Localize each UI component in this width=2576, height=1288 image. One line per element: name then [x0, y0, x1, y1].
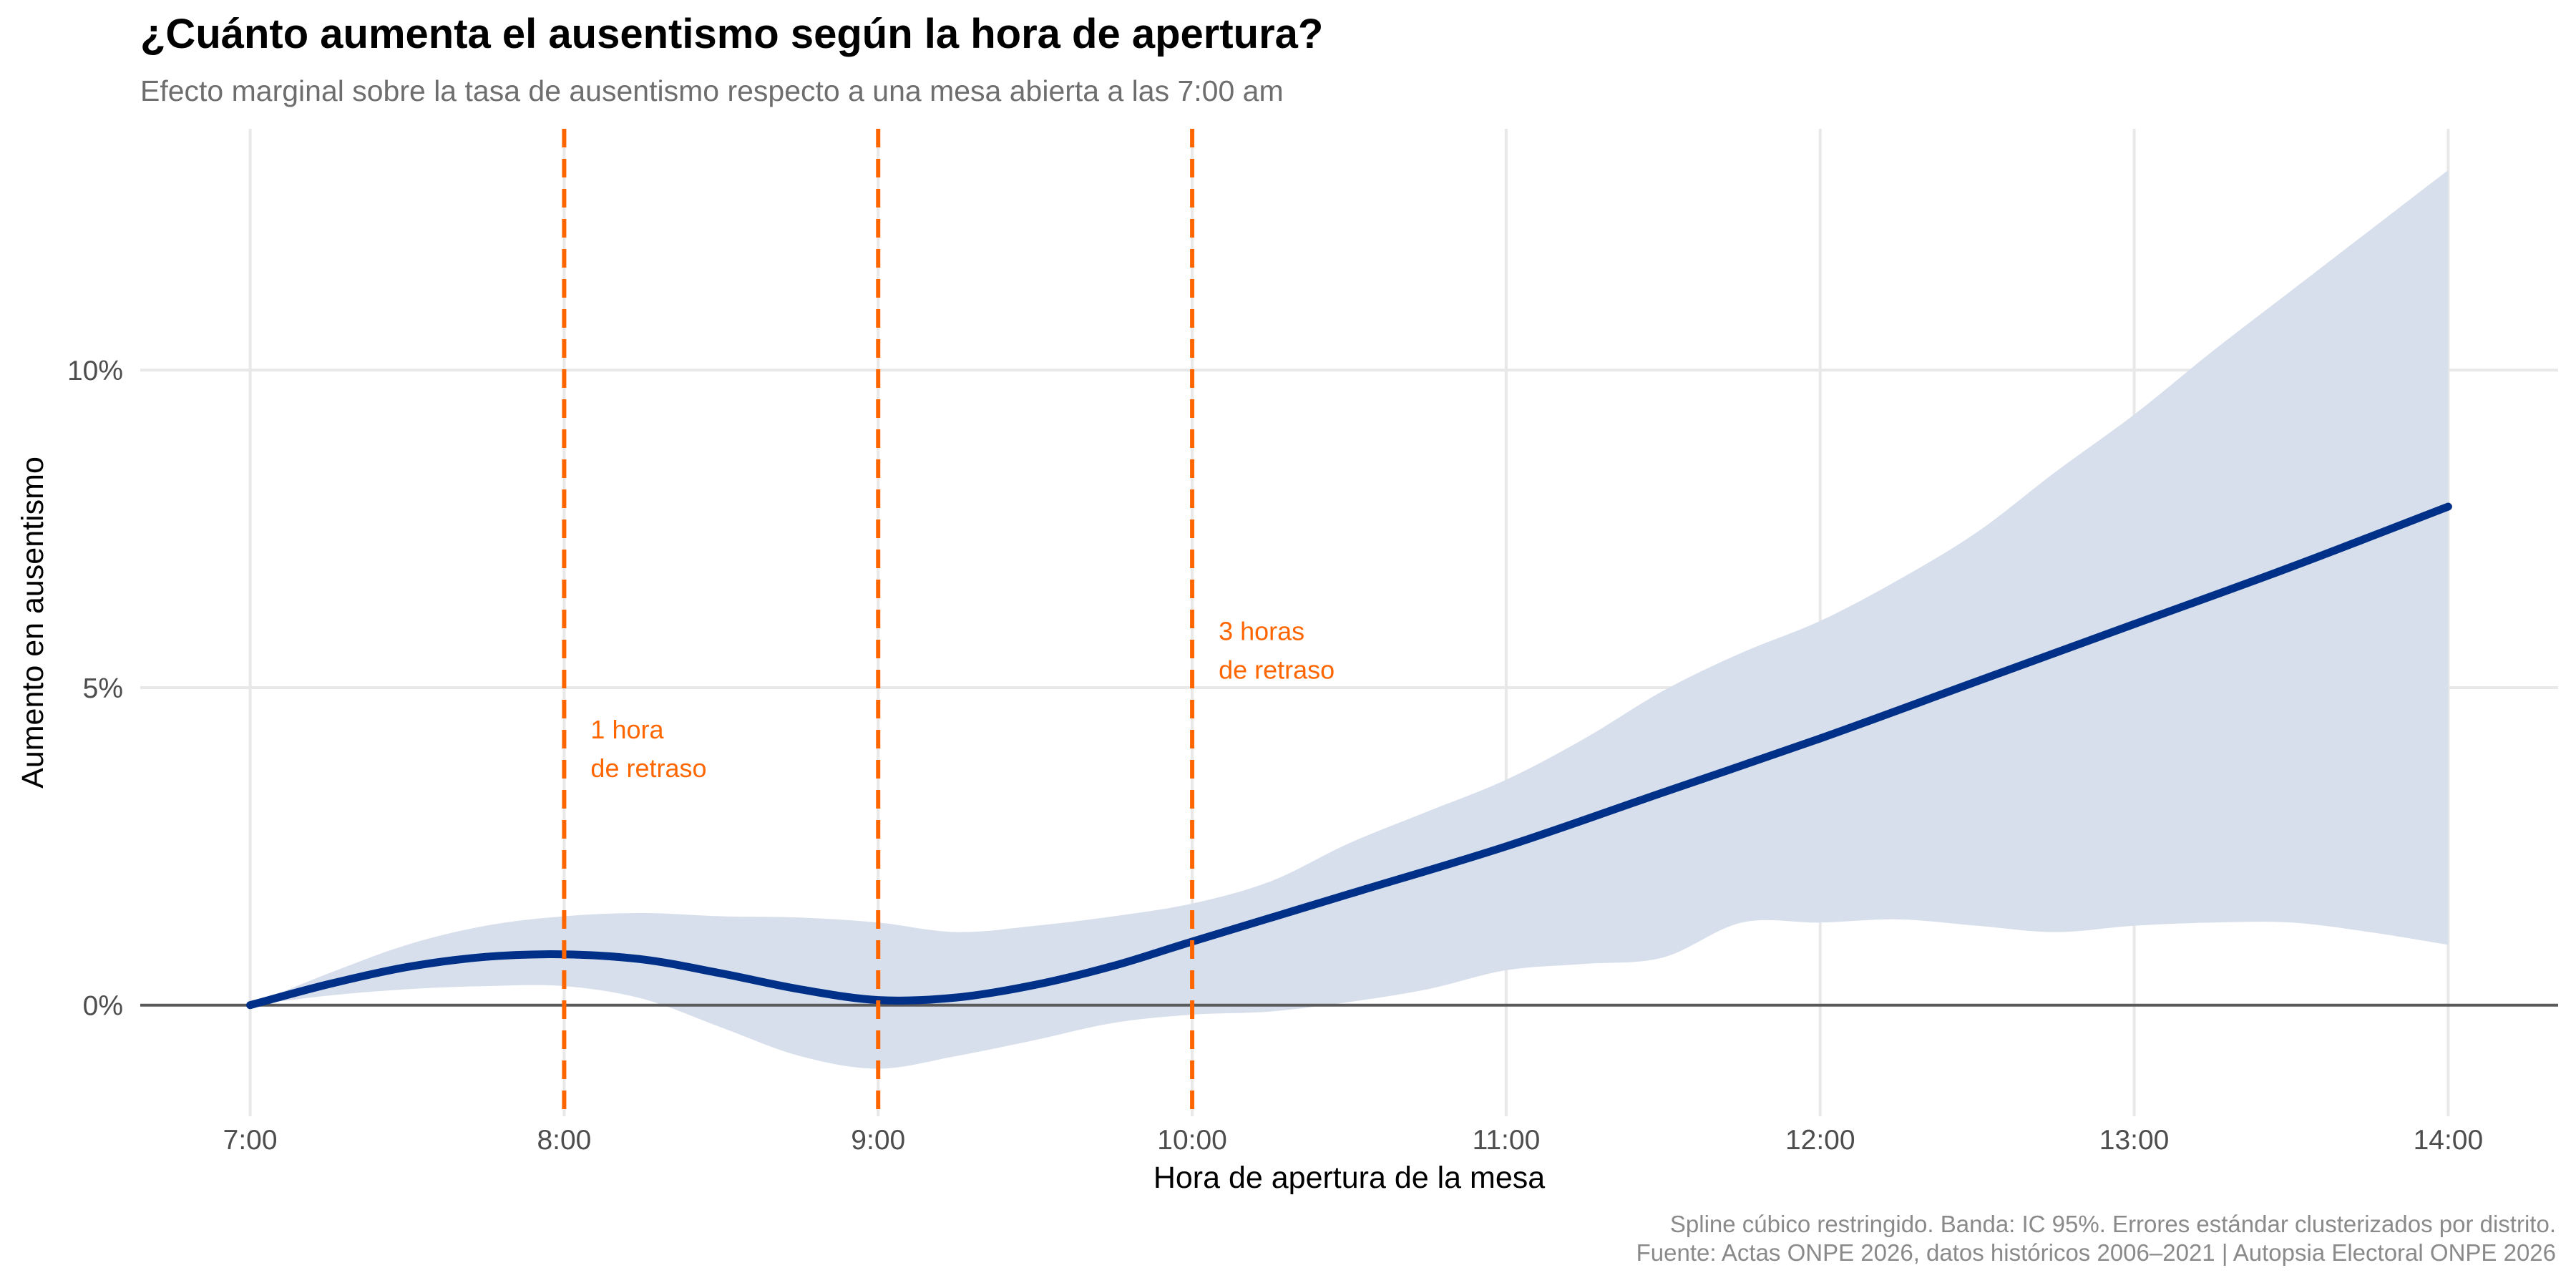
y-tick-label: 0%: [83, 991, 123, 1022]
y-tick-label: 10%: [67, 356, 123, 386]
y-tick-label: 5%: [83, 673, 123, 704]
reference-label: 3 horas: [1219, 616, 1304, 645]
tick-labels-layer: 7:00 8:00 9:00 10:00 11:00 12:00 13:00 14:00 0% 5…: [67, 356, 2483, 1156]
effect-line: [246, 502, 2452, 1010]
reference-label: de retraso: [1219, 655, 1335, 684]
x-tick-label: 14:00: [2414, 1125, 2484, 1156]
x-tick-label: 11:00: [1473, 1125, 1541, 1156]
series-line-layer: [246, 502, 2452, 1010]
x-axis-label: Hora de apertura de la mesa: [1153, 1161, 1545, 1195]
y-axis-label: Aumento en ausentismo: [16, 457, 50, 789]
x-tick-label: 12:00: [1785, 1125, 1855, 1156]
x-tick-label: 8:00: [537, 1125, 591, 1156]
x-tick-label: 9:00: [851, 1125, 905, 1156]
caption-source: Fuente: Actas ONPE 2026, datos histórico…: [1636, 1239, 2556, 1266]
caption-method: Spline cúbico restringido. Banda: IC 95%…: [1669, 1211, 2556, 1237]
x-tick-label: 13:00: [2099, 1125, 2170, 1156]
reference-label: 1 hora: [590, 715, 664, 744]
chart-title: ¿Cuánto aumenta el ausentismo según la h…: [140, 11, 1324, 57]
confidence-band: [250, 170, 2449, 1069]
chart-subtitle: Efecto marginal sobre la tasa de ausenti…: [140, 74, 1284, 107]
reference-label: de retraso: [590, 753, 706, 783]
confidence-band-layer: [250, 170, 2449, 1069]
x-tick-label: 10:00: [1157, 1125, 1227, 1156]
x-tick-label: 7:00: [223, 1125, 278, 1156]
reference-lines-layer: 1 hora de retraso 3 horas de retraso: [562, 129, 1335, 1116]
